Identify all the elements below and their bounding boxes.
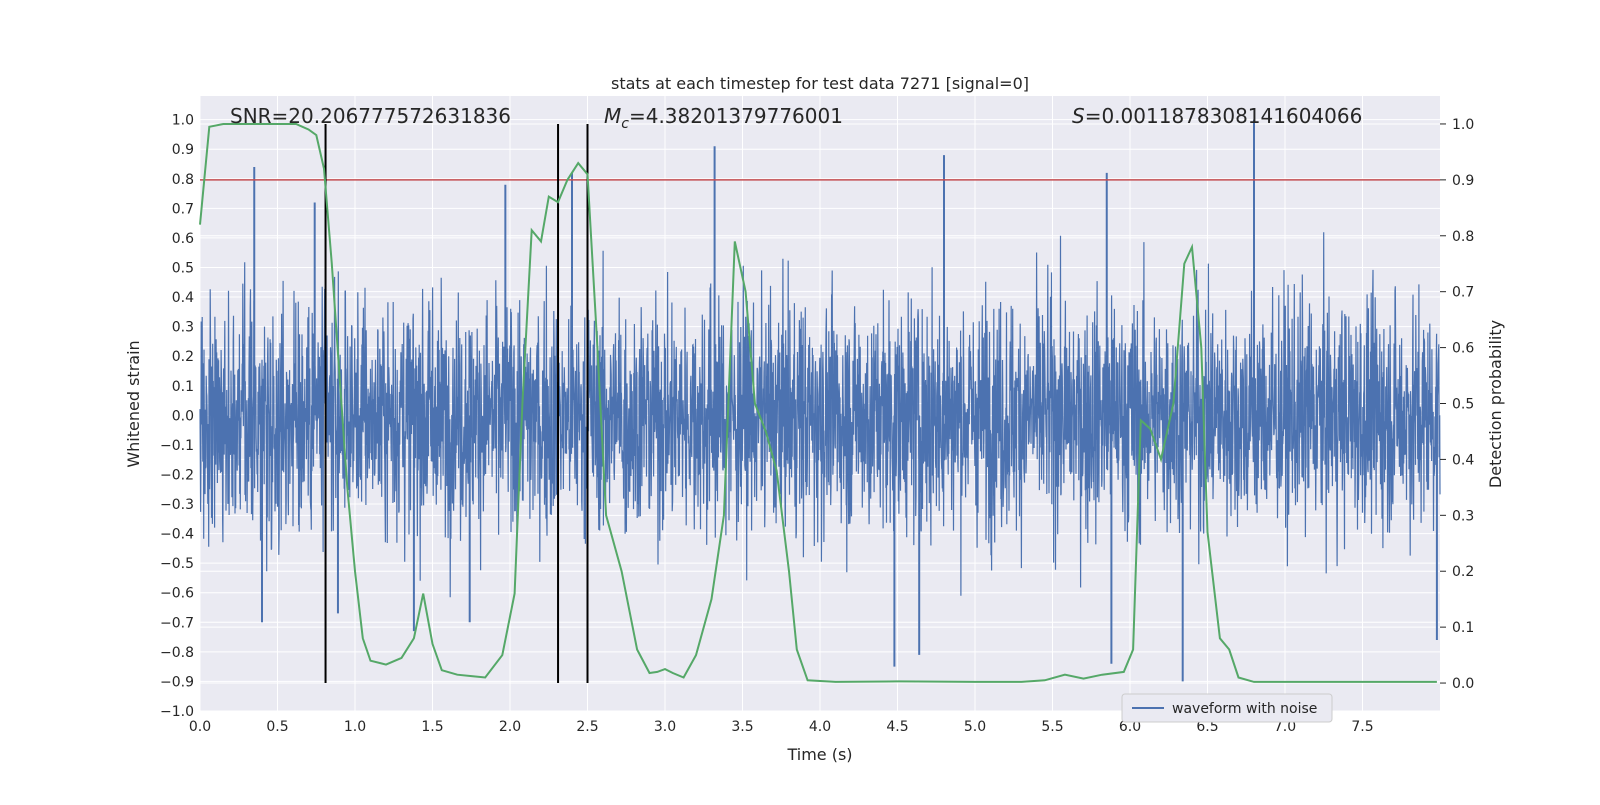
y2-tick-label: 0.5 <box>1452 397 1474 413</box>
y-tick-label: 0.5 <box>172 260 194 276</box>
x-tick-label: 1.0 <box>344 719 366 735</box>
legend: waveform with noise <box>1121 693 1333 723</box>
y2-tick-label: 0.9 <box>1452 173 1474 189</box>
legend-label: waveform with noise <box>1172 701 1317 717</box>
y2-tick-label: 0.8 <box>1452 229 1474 245</box>
y-tick-label: −0.8 <box>160 645 194 661</box>
waveform-series <box>199 232 1441 598</box>
x-tick-label: 1.5 <box>421 719 443 735</box>
x-tick-label: 7.0 <box>1274 719 1296 735</box>
x-tick-label: 3.0 <box>654 719 676 735</box>
y2-tick-label: 0.6 <box>1452 341 1474 357</box>
y2-tick-label: 0.3 <box>1452 508 1474 524</box>
y2-tick-label: 0.7 <box>1452 285 1474 301</box>
legend-box <box>1121 693 1333 723</box>
x-tick-label: 4.5 <box>886 719 908 735</box>
x-tick-label: 4.0 <box>809 719 831 735</box>
x-tick-label: 5.0 <box>964 719 986 735</box>
y-tick-label: −0.4 <box>160 527 194 543</box>
x-tick-label: 3.5 <box>731 719 753 735</box>
y-tick-label: −0.9 <box>160 674 194 690</box>
y-tick-label: −0.6 <box>160 586 194 602</box>
y-axis-label: Whitened strain <box>124 340 143 467</box>
chirp-mass-value: =4.38201379776001 <box>629 104 843 128</box>
detection-probability-line <box>199 123 1437 683</box>
y2-tick-label: 1.0 <box>1452 117 1474 133</box>
x-tick-label: 7.5 <box>1351 719 1373 735</box>
y-tick-label: 0.4 <box>172 290 194 306</box>
y-tick-label: 0.8 <box>172 172 194 188</box>
y-tick-label: −0.2 <box>160 467 194 483</box>
y-tick-label: 0.0 <box>172 408 194 424</box>
y-tick-label: 0.2 <box>172 349 194 365</box>
s-statistic-annotation: S=0.0011878308141604066 <box>1072 104 1362 128</box>
snr-annotation: SNR=20.206777572631836 <box>230 104 511 128</box>
s-statistic-value: =0.0011878308141604066 <box>1085 104 1363 128</box>
y-tick-label: 0.9 <box>172 142 194 158</box>
s-statistic-symbol: S <box>1072 104 1085 128</box>
y2-tick-label: 0.4 <box>1452 452 1474 468</box>
x-tick-label: 6.0 <box>1119 719 1141 735</box>
grid <box>199 96 1440 712</box>
plot-area <box>199 119 1441 684</box>
y-tick-label: −1.0 <box>160 704 194 720</box>
chirp-mass-symbol: M <box>604 104 621 128</box>
chirp-mass-annotation: Mc=4.38201379776001 <box>604 104 843 132</box>
y-tick-label: 1.0 <box>172 113 194 129</box>
y-tick-label: 0.6 <box>172 231 194 247</box>
y2-tick-label: 0.1 <box>1452 620 1474 636</box>
y-tick-label: 0.1 <box>172 379 194 395</box>
y-tick-label: −0.5 <box>160 556 194 572</box>
x-axis-label: Time (s) <box>786 745 852 764</box>
x-tick-label: 6.5 <box>1196 719 1218 735</box>
y-tick-label: −0.1 <box>160 438 194 454</box>
x-tick-label: 5.5 <box>1041 719 1063 735</box>
y2-tick-label: 0.2 <box>1452 564 1474 580</box>
y2-tick-label: 0.0 <box>1452 676 1474 692</box>
x-tick-label: 0.5 <box>266 719 288 735</box>
y-tick-label: −0.7 <box>160 615 194 631</box>
y-tick-label: 0.7 <box>172 201 194 217</box>
x-tick-label: 0.0 <box>189 719 211 735</box>
x-tick-label: 2.0 <box>499 719 521 735</box>
x-tick-label: 2.5 <box>576 719 598 735</box>
y-tick-label: −0.3 <box>160 497 194 513</box>
chart-title: stats at each timestep for test data 727… <box>611 74 1029 93</box>
chirp-mass-subscript: c <box>621 116 629 132</box>
ticks: 0.0 0.5 1.0 1.5 2.0 2.5 3.0 3.5 4.0 4.5 5.0 5.5 6.0 6… <box>160 113 1474 735</box>
y2-axis-label: Detection probability <box>1486 320 1505 488</box>
y-tick-label: 0.3 <box>172 320 194 336</box>
